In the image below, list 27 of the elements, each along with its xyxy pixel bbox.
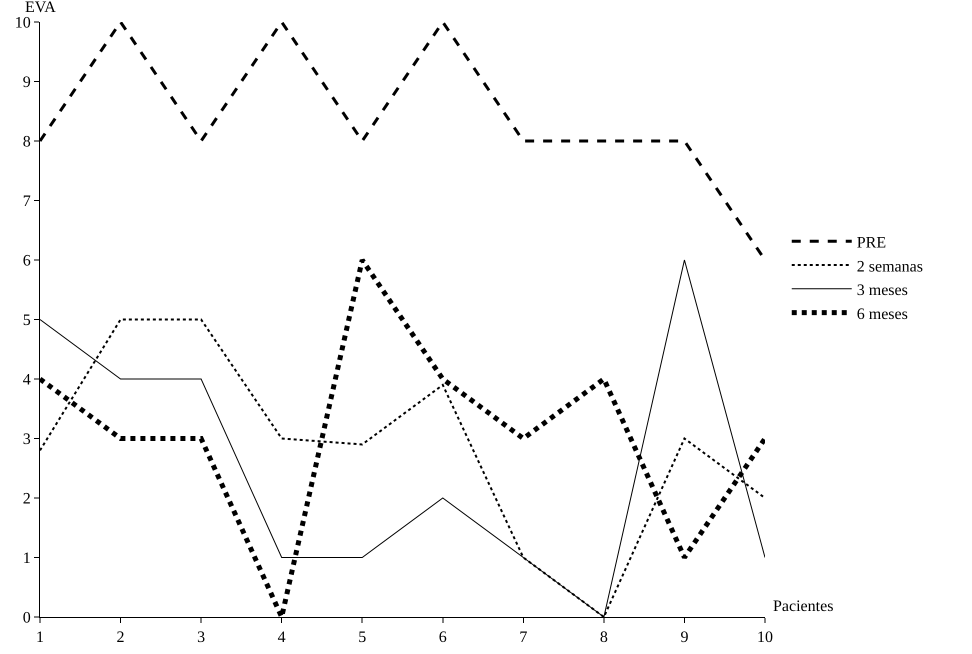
y-tick-label: 2: [22, 490, 31, 508]
y-axis-title: EVA: [25, 0, 56, 16]
x-axis-title: Pacientes: [773, 598, 834, 615]
y-tick-label: 10: [14, 14, 31, 32]
legend-label: 3 meses: [856, 282, 908, 300]
x-tick-label: 5: [358, 629, 366, 646]
y-tick-label: 0: [22, 610, 31, 627]
y-tick-label: 9: [22, 74, 31, 92]
x-tick-label: 7: [519, 629, 528, 646]
y-tick-label: 1: [22, 550, 31, 568]
y-tick-label: 3: [22, 431, 31, 448]
y-tick-label: 6: [22, 252, 31, 270]
x-tick-label: 10: [757, 629, 773, 646]
x-tick-label: 1: [36, 629, 44, 646]
y-tick-label: 7: [22, 193, 31, 210]
x-tick-label: 3: [197, 629, 206, 646]
x-tick-label: 8: [600, 629, 608, 646]
legend-label: 6 meses: [856, 306, 908, 323]
y-tick-label: 5: [22, 312, 31, 330]
x-tick-label: 9: [680, 629, 688, 646]
y-tick-label: 8: [22, 134, 31, 151]
y-tick-label: 4: [22, 372, 31, 389]
x-tick-label: 4: [278, 629, 286, 646]
x-tick-label: 6: [438, 629, 447, 646]
legend-label: PRE: [856, 234, 886, 252]
legend-label: 2 semanas: [856, 258, 923, 276]
x-tick-label: 2: [116, 629, 125, 646]
